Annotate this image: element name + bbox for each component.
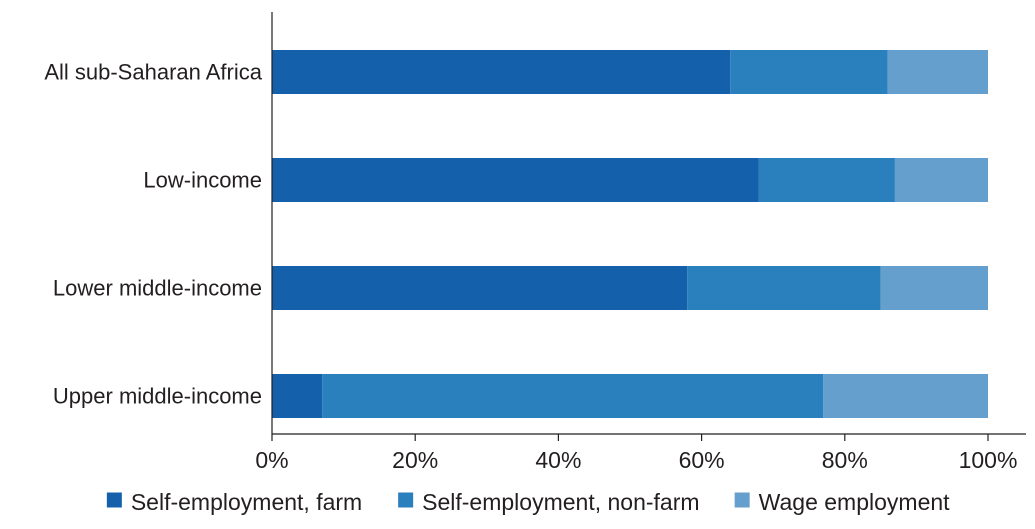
category-label: Low-income (143, 168, 262, 193)
bar-low-income-wage-employment (894, 158, 988, 202)
legend-swatch-wage-employment (734, 492, 750, 508)
legend-swatch-self-employment-farm (106, 492, 122, 508)
category-label: All sub-Saharan Africa (44, 60, 262, 85)
bar-low-income-self-employment-non-farm (758, 158, 895, 202)
category-label: Upper middle-income (53, 384, 262, 409)
bar-lower-middle-income-self-employment-farm (272, 266, 688, 310)
x-tick-label: 40% (535, 447, 581, 473)
bar-low-income-self-employment-farm (272, 158, 759, 202)
x-tick-label: 80% (822, 447, 868, 473)
legend-label-self-employment-farm: Self-employment, farm (131, 489, 362, 515)
bar-all-sub-saharan-africa-self-employment-farm (272, 50, 731, 94)
legend-label-wage-employment: Wage employment (759, 489, 951, 515)
axes-group (271, 12, 1026, 441)
x-tick-label: 100% (959, 447, 1018, 473)
x-tick-label: 0% (255, 447, 288, 473)
category-labels: All sub-Saharan Africa Low-income Lower mi… (44, 60, 262, 409)
bar-all-sub-saharan-africa-wage-employment (887, 50, 988, 94)
bar-lower-middle-income-self-employment-non-farm (687, 266, 881, 310)
bars-group (272, 50, 988, 418)
legend: Self-employment, farm Self-employment, no… (106, 489, 951, 515)
legend-swatch-self-employment-non-farm (398, 492, 414, 508)
x-tick-label: 20% (392, 447, 438, 473)
bar-lower-middle-income-wage-employment (880, 266, 988, 310)
bar-upper-middle-income-self-employment-farm (272, 374, 323, 418)
bar-upper-middle-income-self-employment-non-farm (322, 374, 824, 418)
x-tick-label: 60% (679, 447, 725, 473)
category-label: Lower middle-income (53, 276, 262, 301)
bar-all-sub-saharan-africa-self-employment-non-farm (730, 50, 888, 94)
x-tick-labels: 0% 20% 40% 60% 80% 100% (255, 447, 1017, 473)
bar-upper-middle-income-wage-employment (823, 374, 988, 418)
legend-label-self-employment-non-farm: Self-employment, non-farm (422, 489, 699, 515)
